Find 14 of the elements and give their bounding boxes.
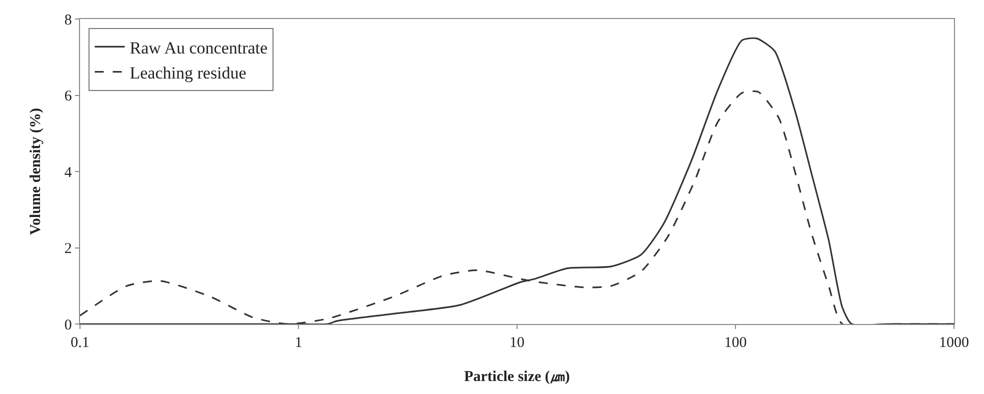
legend-label: Leaching residue bbox=[130, 63, 246, 82]
y-tick-label: 4 bbox=[64, 164, 72, 181]
y-tick-label: 2 bbox=[64, 241, 72, 257]
y-tick-label: 0 bbox=[64, 317, 72, 334]
x-tick-label: 10 bbox=[510, 335, 524, 352]
y-axis-title: Volume density (%) bbox=[28, 108, 44, 235]
x-tick-label: 1 bbox=[294, 335, 302, 352]
x-tick-label: 0.1 bbox=[70, 335, 90, 352]
y-tick-label: 8 bbox=[64, 12, 72, 28]
legend-label: Raw Au concentrate bbox=[130, 38, 268, 58]
y-tick-label: 6 bbox=[64, 88, 72, 104]
x-tick-label: 100 bbox=[724, 335, 747, 352]
x-tick-label: 1000 bbox=[939, 335, 969, 352]
x-axis-title: Particle size (㎛) bbox=[464, 369, 570, 386]
